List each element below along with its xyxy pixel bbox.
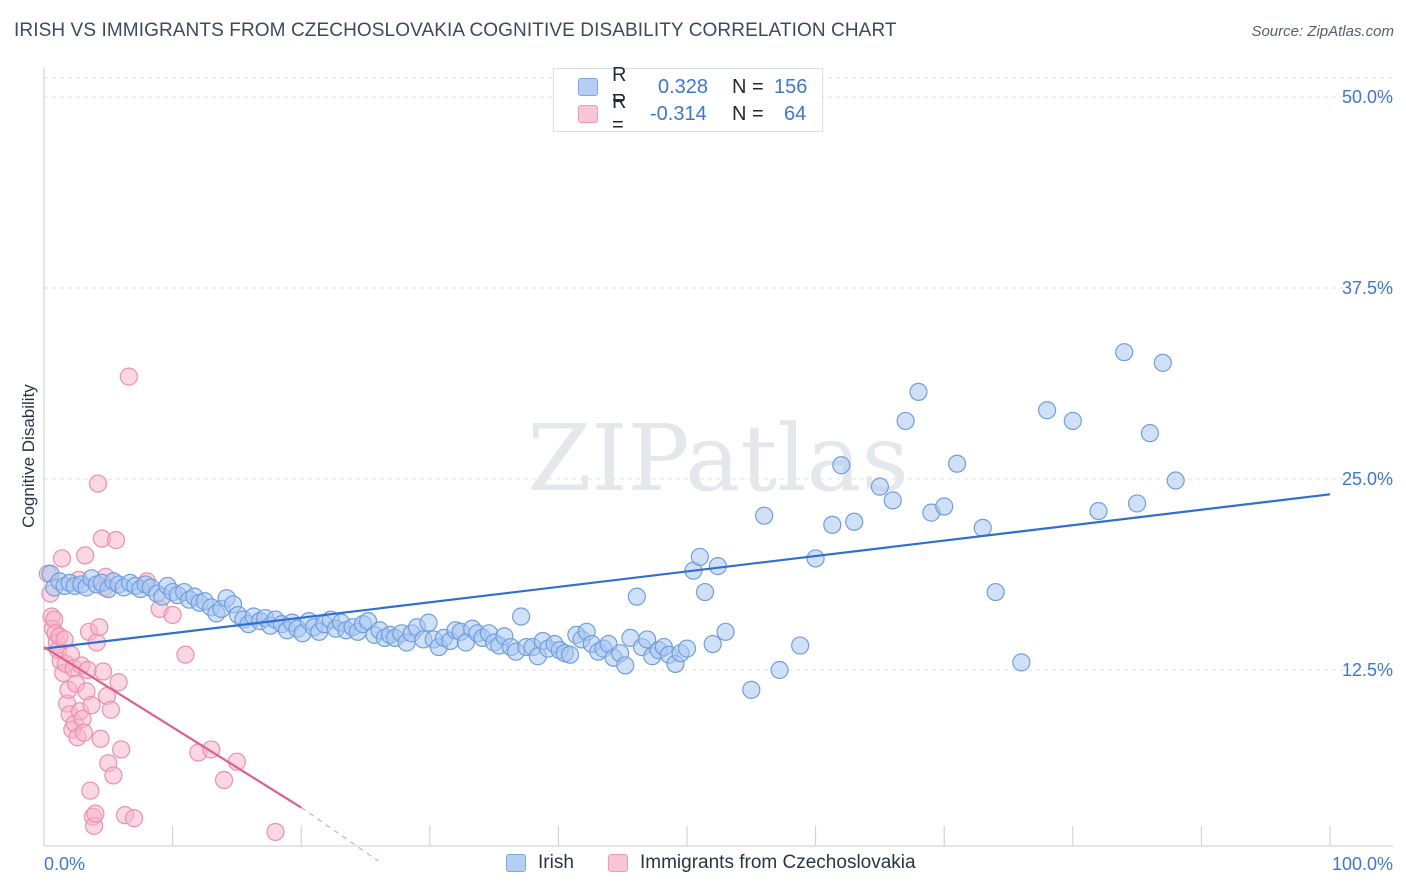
source-label: Source: ZipAtlas.com [1251,23,1394,40]
n-value: 64 [784,102,807,125]
czech-point [106,531,126,550]
czech-point [112,740,131,759]
irish-point [1012,653,1031,672]
r-value: -0.314 [650,102,707,125]
irish-trend-line [43,493,1331,650]
irish-point [896,411,915,431]
czech-point [86,804,105,823]
czech-point [52,549,72,568]
irish-point [695,582,715,602]
irish-point [791,636,810,655]
czech-point [163,605,182,625]
irish-point [1089,501,1108,521]
irish-point [560,645,580,664]
y-axis-label: Cognitive Disability [19,384,38,528]
irish-point [845,512,864,531]
czech-point [266,822,285,842]
irish-point [690,547,709,567]
axis-layer: 12.5% 25.0% 37.5% 50.0% [43,68,1393,847]
grid-layer [44,77,1393,671]
irish-legend-label: Irish [538,852,574,873]
irish-point [986,582,1005,602]
czech-point [109,673,128,692]
stats-legend: R = 0.328 N = 156 R = -0.314 N = 64 [553,64,823,136]
irish-point [627,587,646,606]
irish-swatch [578,78,598,96]
czech-trend-line [43,646,302,809]
irish-point [770,660,789,680]
czech-point [74,723,93,742]
irish-points-group [41,343,1185,699]
czech-point [104,766,123,785]
czech-point [55,630,74,649]
czech-point [101,700,120,719]
n-label: N = [732,75,764,98]
irish-point [883,491,902,510]
irish-point [1127,494,1147,513]
irish-point [1063,411,1082,431]
czech-point [88,474,108,493]
irish-point [806,549,825,568]
czech-swatch [578,105,598,123]
irish-point [1037,401,1057,420]
irish-point [716,622,735,641]
czech-trend-extension [300,807,379,862]
czech-point [91,729,110,748]
y-tick-label: 37.5% [1342,278,1393,298]
r-label: R = [612,64,627,109]
irish-point [512,607,531,626]
czech-point [214,770,234,790]
czech-point [119,367,138,386]
x-tick-label-min: 0.0% [44,854,85,874]
irish-point [1153,353,1172,372]
czech-point [76,546,95,565]
irish-point [1166,471,1185,490]
irish-point [947,454,967,473]
czech-point [81,781,100,800]
irish-point [935,497,954,516]
czech-point [90,618,109,637]
irish-point [1115,343,1134,362]
trend-layer [43,493,1331,862]
irish-point [823,515,842,534]
irish-point [677,639,697,658]
irish-legend-swatch [506,854,526,872]
bottom-legend-czech: Immigrants from Czechoslovakia [608,852,916,874]
irish-point [638,630,657,649]
legend-row-czech: R = -0.314 N = 64 [578,91,807,136]
watermark: ZIPatlas [527,405,908,512]
czech-point [124,809,144,828]
irish-point [419,613,438,632]
czech-point [176,645,195,664]
czech-legend-swatch [608,854,628,872]
irish-point [870,477,890,496]
irish-point [616,656,635,675]
czech-point [94,662,113,681]
n-value: 156 [774,75,808,98]
irish-point [1140,424,1160,443]
czech-legend-label: Immigrants from Czechoslovakia [640,852,916,873]
irish-point [832,456,851,475]
y-tick-label: 50.0% [1342,87,1393,107]
irish-point [909,382,928,402]
irish-point [973,518,992,537]
irish-point [703,634,722,654]
y-tick-label: 12.5% [1342,660,1393,680]
irish-point [755,506,774,525]
bottom-legend-irish: Irish [506,852,574,874]
czech-point [82,696,101,715]
r-label: R = [612,91,627,136]
y-tick-label: 25.0% [1342,469,1393,489]
r-value: 0.328 [658,75,709,98]
legend-row-irish: R = 0.328 N = 156 [578,64,808,109]
czech-points-group [38,367,285,842]
chart-title: IRISH VS IMMIGRANTS FROM CZECHOSLOVAKIA … [14,20,897,41]
n-label: N = [732,102,764,125]
x-tick-label-max: 100.0% [1332,854,1393,874]
irish-point [742,680,761,699]
